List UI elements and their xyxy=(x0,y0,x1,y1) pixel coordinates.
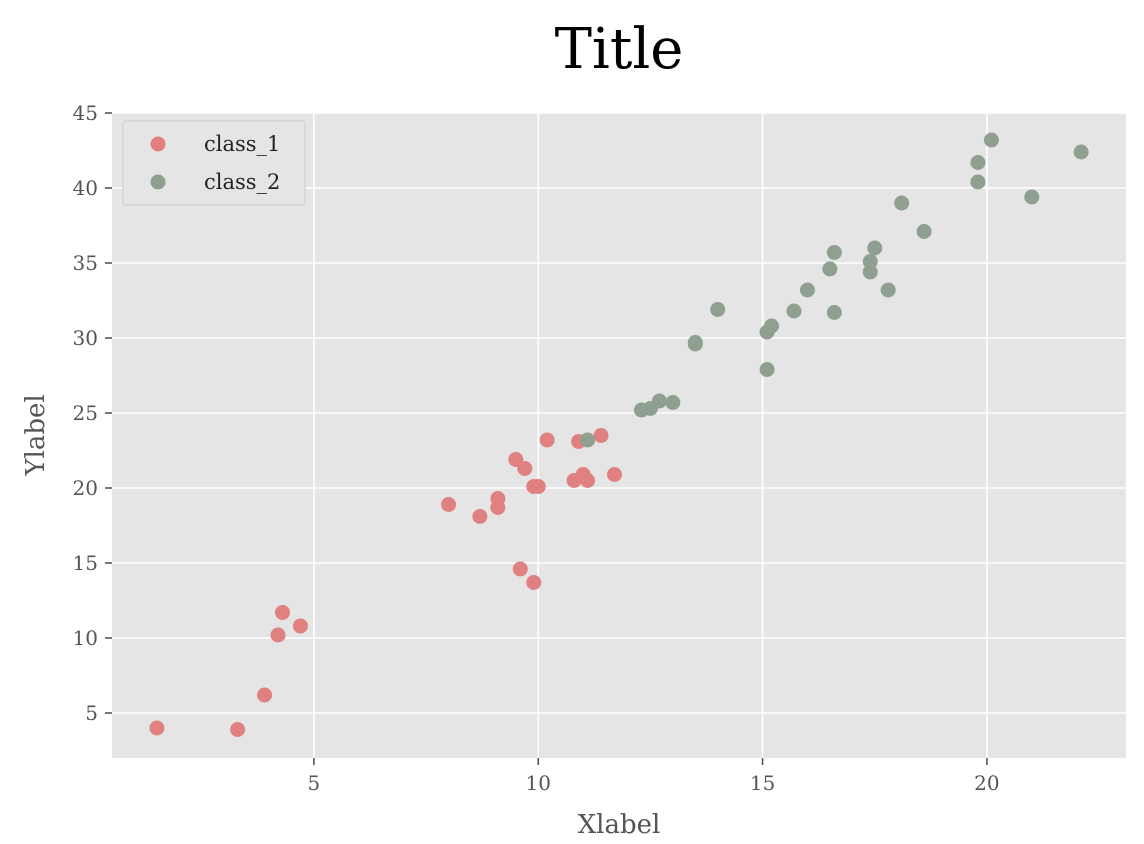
data-point-class-2 xyxy=(970,155,986,170)
data-point-class-1 xyxy=(472,509,488,524)
data-point-class-1 xyxy=(292,618,308,634)
y-tick-label: 35 xyxy=(73,251,98,275)
data-point-class-2 xyxy=(759,362,775,377)
y-axis-label: Ylabel xyxy=(21,394,51,476)
data-point-class-1 xyxy=(593,428,609,443)
y-tick-label: 40 xyxy=(73,176,98,200)
data-point-class-2 xyxy=(580,432,596,448)
data-point-class-1 xyxy=(270,627,286,643)
legend-marker-class-2 xyxy=(150,174,166,190)
data-point-class-2 xyxy=(880,282,896,298)
data-point-class-1 xyxy=(149,720,165,736)
data-point-class-1 xyxy=(230,722,246,737)
data-point-class-1 xyxy=(441,497,457,512)
data-point-class-2 xyxy=(687,335,703,350)
data-point-class-2 xyxy=(799,282,815,298)
data-point-class-1 xyxy=(530,479,546,494)
x-axis-label: Xlabel xyxy=(578,810,661,840)
x-tick-label: 5 xyxy=(308,771,321,795)
data-point-class-2 xyxy=(826,245,842,260)
data-point-class-2 xyxy=(983,132,999,148)
data-point-class-2 xyxy=(710,302,726,317)
plot-area xyxy=(112,113,1126,758)
chart-title: Title xyxy=(555,17,684,82)
data-point-class-2 xyxy=(867,240,883,256)
y-tick-label: 45 xyxy=(73,101,98,125)
data-point-class-2 xyxy=(1024,189,1040,205)
data-point-class-2 xyxy=(786,303,802,319)
data-point-class-1 xyxy=(607,467,623,482)
data-point-class-2 xyxy=(822,261,838,277)
data-point-class-1 xyxy=(580,473,596,488)
data-point-class-1 xyxy=(517,461,533,476)
data-point-class-1 xyxy=(526,575,542,590)
data-point-class-2 xyxy=(862,254,878,269)
y-tick-label: 20 xyxy=(73,476,98,500)
y-tick-label: 25 xyxy=(73,401,98,425)
grid-lines xyxy=(112,112,1126,758)
legend: class_1 class_2 xyxy=(122,120,306,206)
legend-marker-class-1 xyxy=(150,136,166,152)
data-point-class-2 xyxy=(970,174,986,190)
x-tick-label: 20 xyxy=(974,771,999,795)
data-point-class-1 xyxy=(274,605,290,620)
data-point-class-1 xyxy=(539,432,555,448)
data-point-class-2 xyxy=(764,318,780,334)
data-point-class-2 xyxy=(1073,144,1089,160)
x-tick-label: 15 xyxy=(750,771,775,795)
data-point-class-2 xyxy=(894,195,910,211)
data-point-class-2 xyxy=(665,395,681,410)
data-point-class-2 xyxy=(916,224,932,239)
data-point-class-2 xyxy=(651,393,667,409)
y-tick-label: 30 xyxy=(73,326,98,350)
data-point-class-1 xyxy=(512,561,528,577)
y-tick-label: 10 xyxy=(73,626,98,650)
y-tick-label: 15 xyxy=(73,551,98,575)
legend-label-class-2: class_2 xyxy=(204,170,280,194)
data-point-class-2 xyxy=(826,305,842,320)
legend-box xyxy=(122,120,306,206)
legend-label-class-1: class_1 xyxy=(204,132,280,156)
x-tick-label: 10 xyxy=(526,771,551,795)
axis-ticks: 5 10 15 20 5 10 15 20 25 30 35 40 45 xyxy=(73,101,1000,795)
data-point-class-1 xyxy=(490,491,506,506)
data-point-class-1 xyxy=(257,687,273,703)
y-tick-label: 5 xyxy=(85,701,98,725)
data-points xyxy=(149,132,1089,737)
data-point-class-2 xyxy=(862,264,878,280)
